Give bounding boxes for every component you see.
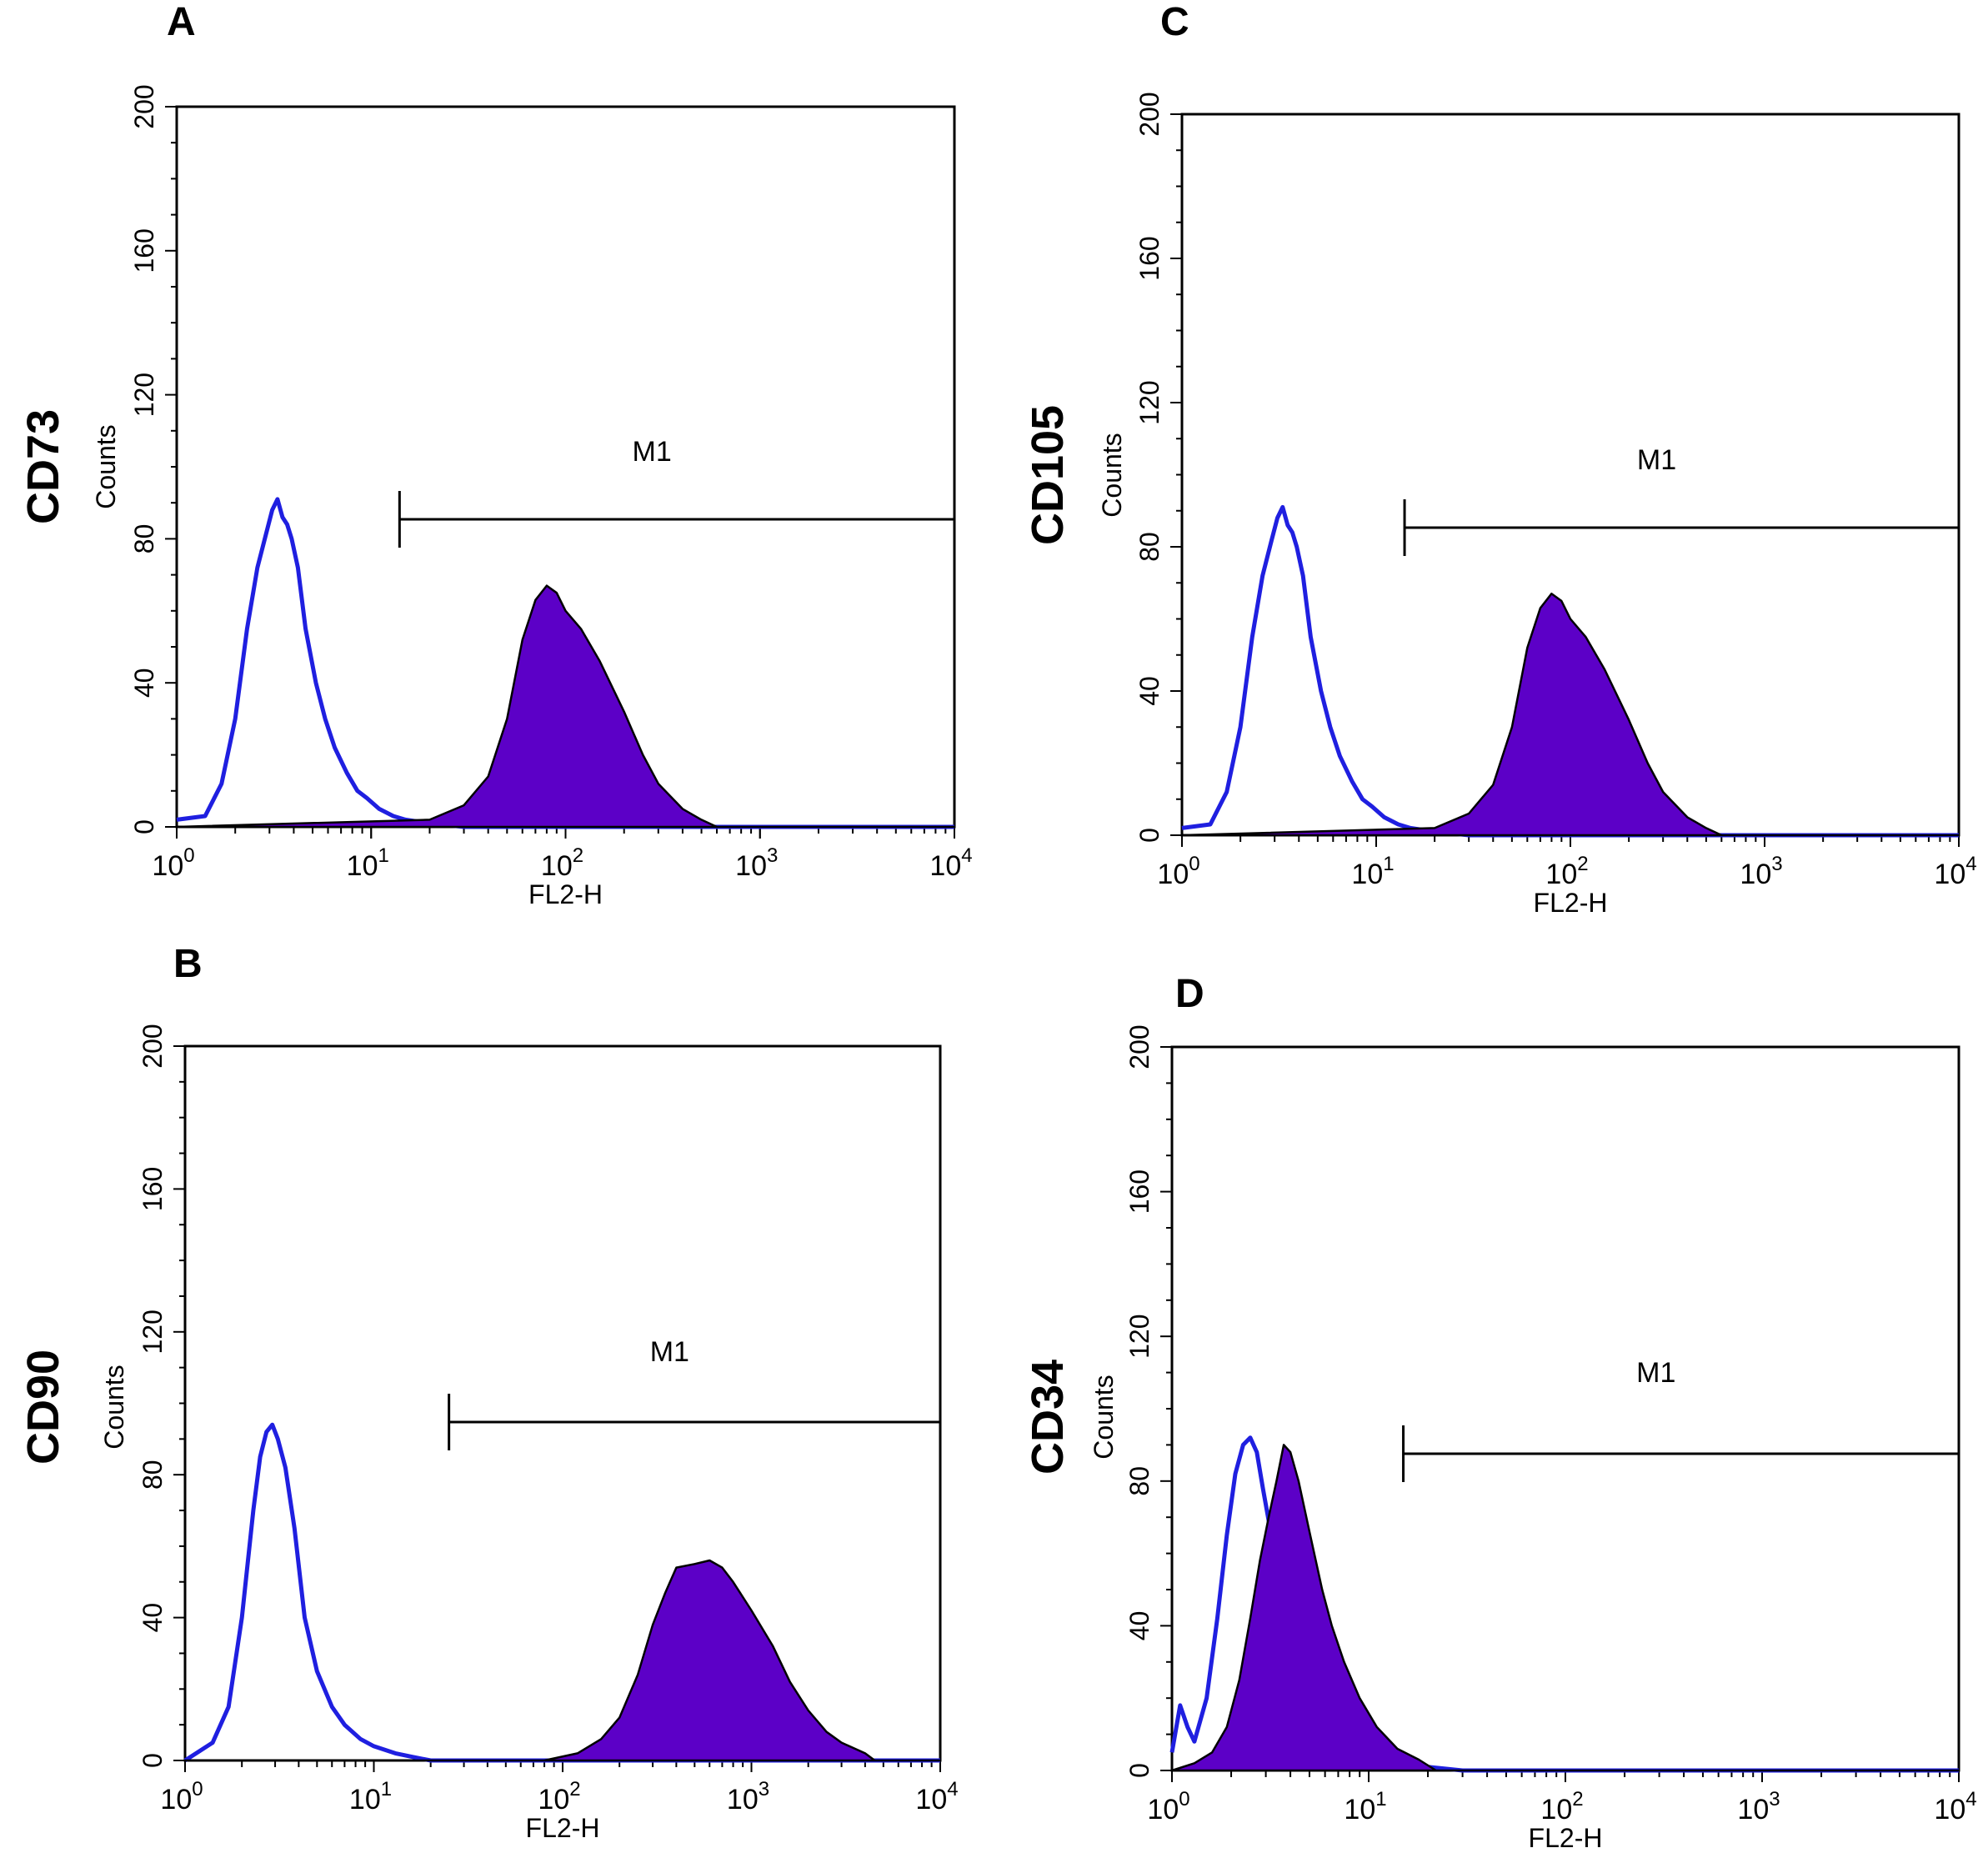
y-tick-label: 120 <box>129 373 159 417</box>
x-axis-title: FL2-H <box>1534 888 1608 918</box>
y-axis-title: Counts <box>99 1365 129 1449</box>
panel-letter: D <box>1175 972 1204 1016</box>
y-tick-label: 200 <box>1124 1024 1154 1069</box>
y-tick-label: 40 <box>1124 1611 1154 1641</box>
stained-histogram <box>1170 1444 1960 1772</box>
y-tick-label: 120 <box>138 1310 168 1354</box>
gate-label: M1 <box>633 436 672 468</box>
panel-b: B CD90 Counts 0 40 80 120 160 200 100 101 102 103 104… <box>18 942 959 1843</box>
stained-histogram <box>175 584 956 829</box>
x-tick-label: 104 <box>929 844 972 882</box>
x-tick-label: 100 <box>160 1778 203 1815</box>
x-tick-label: 101 <box>1344 1788 1386 1825</box>
stained-histogram <box>1180 592 1960 837</box>
marker-label: CD90 <box>18 1350 68 1465</box>
x-tick-label: 103 <box>1737 1788 1780 1825</box>
x-axis-title: FL2-H <box>1529 1823 1603 1853</box>
control-histogram <box>176 497 954 829</box>
x-tick-label: 103 <box>735 844 778 882</box>
y-tick-label: 200 <box>138 1024 168 1068</box>
y-tick-label: 80 <box>1134 532 1164 562</box>
x-tick-label: 102 <box>1540 1788 1583 1825</box>
x-tick-label: 102 <box>541 844 583 882</box>
x-tick-label: 100 <box>1147 1788 1189 1825</box>
marker-label: CD105 <box>1023 405 1073 545</box>
y-tick-label: 0 <box>1124 1763 1154 1778</box>
y-tick-label: 160 <box>138 1167 168 1211</box>
panel-letter: A <box>167 0 196 44</box>
panel-letter: C <box>1160 0 1189 44</box>
y-tick-label: 200 <box>1134 92 1164 136</box>
panel-a: A CD73 Counts 0 40 80 120 160 200 100 101 102 103 104… <box>18 0 973 909</box>
y-tick-label: 160 <box>1134 236 1164 280</box>
x-axis-title: FL2-H <box>526 1813 600 1843</box>
control-histogram <box>1181 504 1959 838</box>
x-axis-title: FL2-H <box>528 879 603 909</box>
y-tick-label: 80 <box>138 1460 168 1490</box>
panel-letter: B <box>173 942 203 986</box>
x-tick-label: 101 <box>1351 853 1394 890</box>
x-tick-label: 101 <box>349 1778 392 1815</box>
y-tick-label: 80 <box>1124 1466 1154 1496</box>
x-tick-label: 103 <box>1740 853 1782 890</box>
x-tick-label: 102 <box>1545 853 1588 890</box>
y-tick-label: 200 <box>129 84 159 128</box>
x-tick-label: 104 <box>1934 1788 1976 1825</box>
y-tick-label: 40 <box>138 1603 168 1633</box>
y-tick-label: 0 <box>1134 828 1164 843</box>
x-tick-label: 102 <box>538 1778 580 1815</box>
y-tick-label: 160 <box>129 228 159 273</box>
x-tick-label: 100 <box>1157 853 1199 890</box>
x-tick-label: 104 <box>1934 853 1976 890</box>
y-tick-label: 40 <box>129 668 159 698</box>
gate-label: M1 <box>1637 444 1676 476</box>
y-tick-label: 0 <box>138 1753 168 1768</box>
marker-label: CD73 <box>18 409 68 524</box>
panel-c: C CD105 Counts 0 40 80 120 160 200 100 101 102 103 10… <box>1023 0 1977 918</box>
gate-label: M1 <box>1636 1357 1675 1389</box>
y-tick-label: 0 <box>129 819 159 834</box>
y-tick-label: 80 <box>129 524 159 554</box>
x-tick-label: 100 <box>152 844 194 882</box>
y-tick-label: 120 <box>1134 380 1164 424</box>
y-tick-label: 160 <box>1124 1169 1154 1214</box>
x-tick-label: 101 <box>347 844 389 882</box>
panel-d: D CD34 Counts 0 40 80 120 160 200 100 101 102 103 104… <box>1023 972 1977 1853</box>
gate-label: M1 <box>650 1336 689 1368</box>
stained-histogram <box>183 1559 942 1762</box>
marker-label: CD34 <box>1023 1360 1073 1475</box>
y-tick-label: 40 <box>1134 676 1164 706</box>
y-tick-label: 120 <box>1124 1315 1154 1359</box>
y-axis-title: Counts <box>1089 1375 1119 1459</box>
x-tick-label: 104 <box>915 1778 958 1815</box>
y-axis-title: Counts <box>91 424 121 508</box>
plot-frame <box>183 1044 942 1762</box>
x-tick-label: 103 <box>727 1778 769 1815</box>
y-axis-title: Counts <box>1097 433 1127 517</box>
control-histogram <box>183 1422 940 1763</box>
